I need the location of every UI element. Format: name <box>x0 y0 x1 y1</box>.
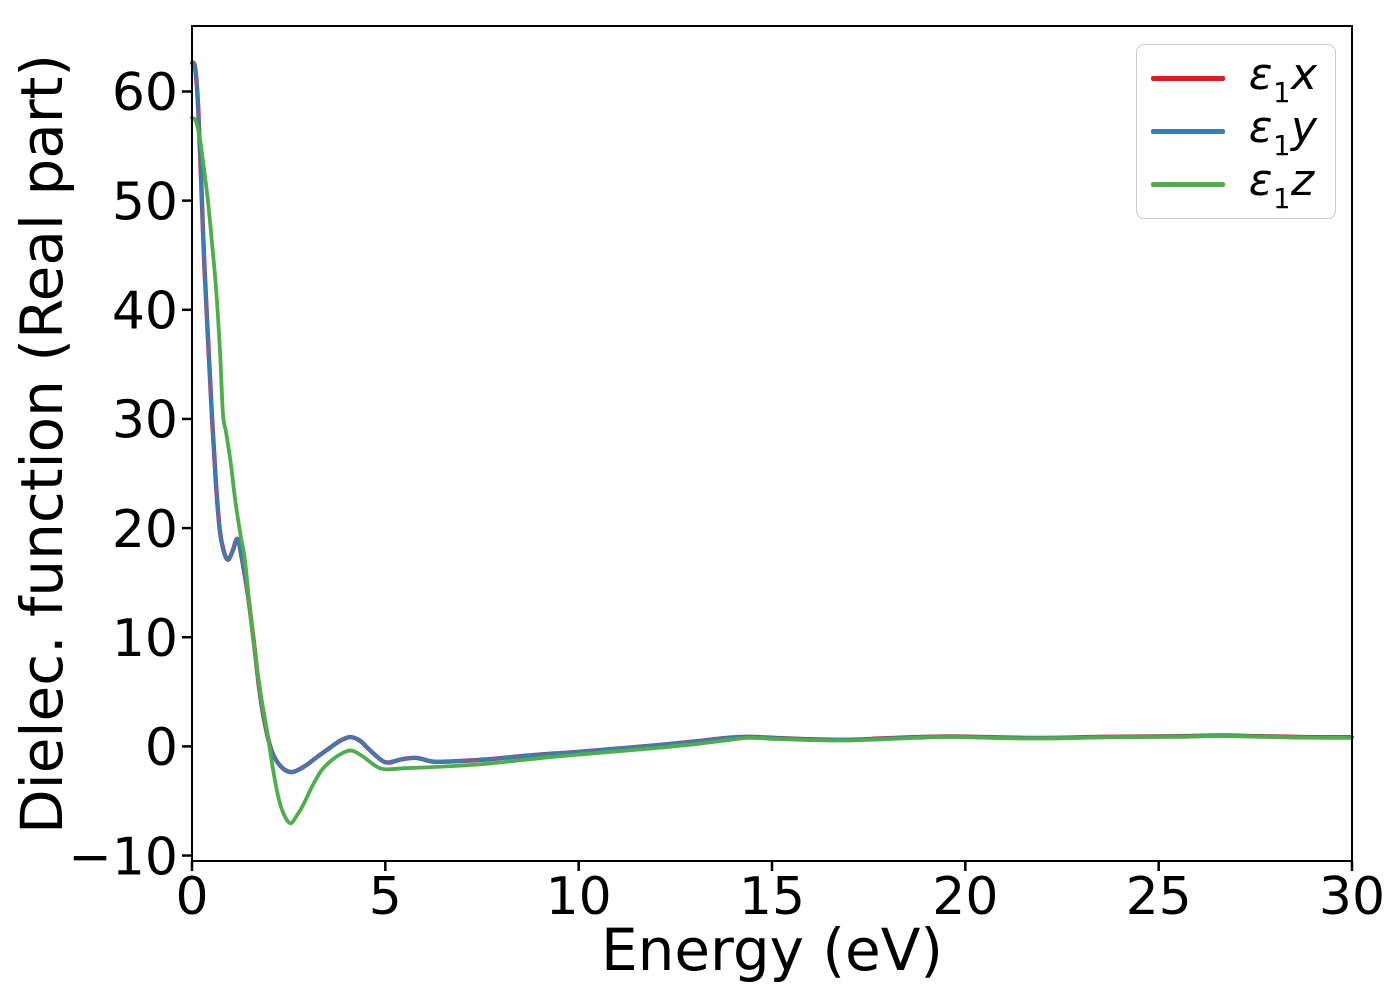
legend-swatch-e1x <box>1150 76 1225 81</box>
legend-label-e1y: ε1y <box>1249 105 1317 160</box>
x-tick-label: 0 <box>175 867 208 927</box>
subscript-1: 1 <box>1273 131 1291 163</box>
subscript-1: 1 <box>1273 78 1291 110</box>
y-tick-label: −10 <box>68 827 178 887</box>
y-tick-label: 20 <box>112 500 178 560</box>
x-axis-label: Energy (eV) <box>600 916 944 984</box>
legend-swatch-e1y <box>1150 129 1225 134</box>
epsilon-symbol: ε <box>1248 101 1273 153</box>
legend-label-e1z: ε1z <box>1249 158 1314 213</box>
y-tick-label: 50 <box>112 172 178 232</box>
legend-entry-e1y: ε1y <box>1150 105 1317 160</box>
epsilon-symbol: ε <box>1248 154 1273 206</box>
y-tick-label: 60 <box>112 63 178 123</box>
x-tick-label: 15 <box>739 867 805 927</box>
x-tick-label: 10 <box>546 867 612 927</box>
y-axis-label: Dielec. function (Real part) <box>8 53 76 835</box>
axis-z-symbol: z <box>1290 154 1315 206</box>
y-tick-label: 40 <box>112 282 178 342</box>
x-tick-label: 30 <box>1319 867 1385 927</box>
x-tick-label: 25 <box>1126 867 1192 927</box>
x-tick-label: 5 <box>369 867 402 927</box>
x-tick-label: 20 <box>932 867 998 927</box>
y-tick-label: 10 <box>112 609 178 669</box>
epsilon-symbol: ε <box>1248 48 1273 100</box>
legend-entry-e1z: ε1z <box>1150 158 1317 213</box>
legend: ε1x ε1y ε1z <box>1135 44 1336 219</box>
legend-entry-e1x: ε1x <box>1150 52 1317 107</box>
y-tick-label: 0 <box>145 718 178 778</box>
series-group <box>190 60 1354 826</box>
legend-label-e1x: ε1x <box>1249 52 1317 107</box>
subscript-1: 1 <box>1273 184 1291 216</box>
axis-y-symbol: y <box>1290 101 1317 153</box>
y-tick-label: 30 <box>112 391 178 451</box>
legend-swatch-e1z <box>1150 182 1225 187</box>
series-line-e1z <box>190 115 1354 826</box>
axis-x-symbol: x <box>1290 48 1317 100</box>
plot-border <box>191 25 1353 862</box>
